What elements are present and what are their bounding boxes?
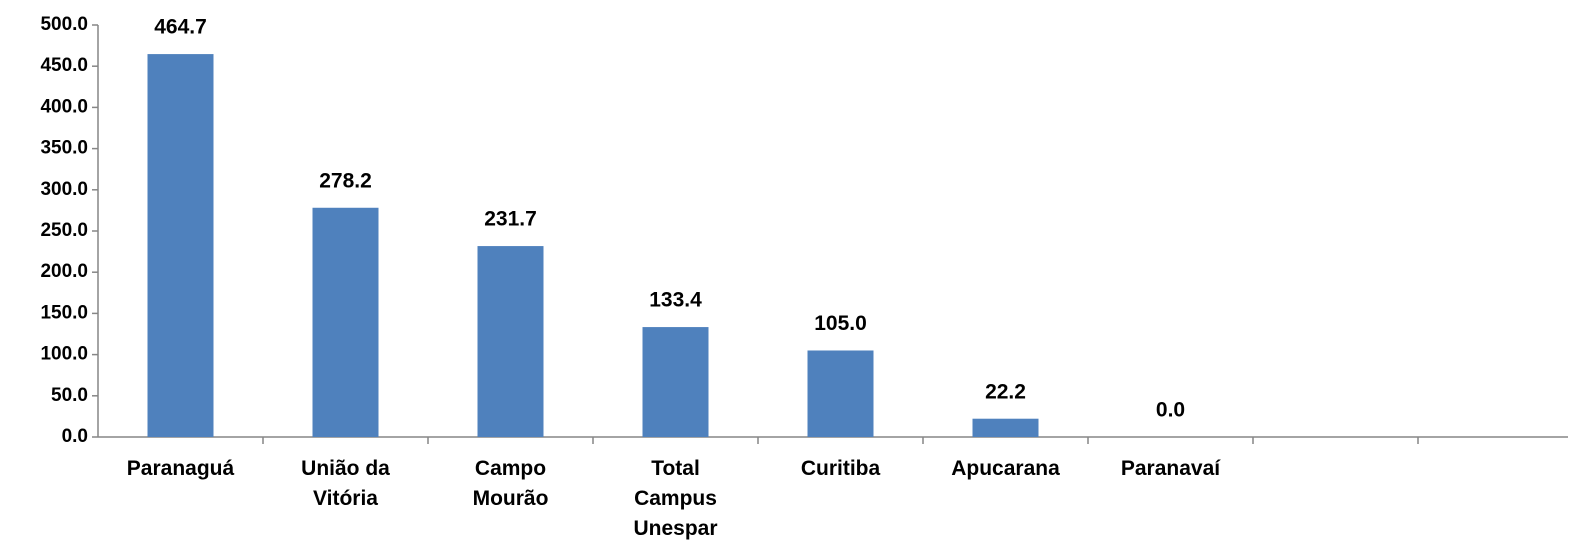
- bar: [642, 327, 709, 437]
- data-label: 105.0: [814, 312, 867, 335]
- x-tick-label: Campo Mourão: [472, 457, 549, 510]
- data-label: 22.2: [985, 380, 1026, 403]
- y-tick-label: 0.0: [62, 426, 88, 447]
- y-tick-label: 100.0: [40, 344, 88, 365]
- x-tick-label: Curitiba: [800, 457, 881, 480]
- x-tick-label: União da Vitória: [301, 457, 390, 510]
- y-tick-label: 400.0: [40, 96, 88, 117]
- bar: [477, 246, 544, 437]
- y-tick-label: 250.0: [40, 220, 88, 241]
- x-tick-label: Total Campus Unespar: [633, 457, 718, 540]
- data-label: 278.2: [319, 169, 372, 192]
- y-tick-label: 50.0: [51, 385, 88, 406]
- bar: [972, 418, 1039, 437]
- bar: [147, 54, 214, 438]
- y-tick-label: 300.0: [40, 179, 88, 200]
- bar: [807, 350, 874, 437]
- data-label: 464.7: [154, 16, 207, 39]
- data-label: 0.0: [1156, 399, 1185, 422]
- x-tick-label: Paranaguá: [126, 457, 235, 480]
- y-tick-label: 450.0: [40, 55, 88, 76]
- y-tick-label: 500.0: [40, 14, 88, 35]
- x-tick-label: Apucarana: [951, 457, 1060, 480]
- data-label: 133.4: [649, 289, 702, 312]
- data-label: 231.7: [484, 208, 537, 231]
- bar: [312, 207, 379, 437]
- y-tick-label: 150.0: [40, 302, 88, 323]
- y-tick-label: 200.0: [40, 261, 88, 282]
- y-tick-label: 350.0: [40, 138, 88, 159]
- x-tick-label: Paranavaí: [1120, 457, 1221, 480]
